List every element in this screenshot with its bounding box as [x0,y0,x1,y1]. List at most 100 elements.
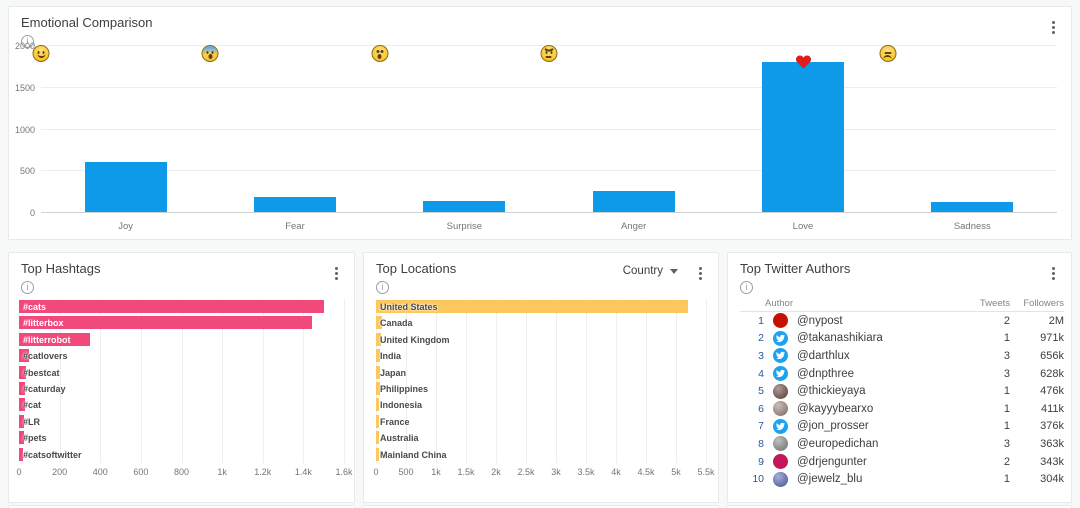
emotion-bar[interactable] [761,61,844,212]
gridline [41,212,1057,213]
author-row[interactable]: 5 @thickieyaya 1 476k [740,382,1064,400]
author-handle[interactable]: @darthlux [797,349,850,362]
bar[interactable] [376,414,379,428]
country-filter-dropdown[interactable]: Country [623,265,678,277]
gridline [41,86,1057,88]
emotion-bar[interactable] [423,201,506,212]
author-handle[interactable]: @jewelz_blu [797,473,863,486]
bar[interactable] [376,332,382,346]
bar[interactable] [19,398,25,412]
emotion-bar[interactable] [592,191,675,212]
info-icon[interactable]: i [21,281,34,294]
bar[interactable] [19,300,324,313]
gridline [466,299,467,463]
gridline [303,299,305,463]
panel-title: Top Twitter Authors [740,261,851,276]
bar[interactable] [19,447,24,461]
bar[interactable] [376,365,381,379]
twitter-bird-avatar [773,418,788,434]
gridline [41,128,1057,130]
author-followers-count: 363k [1040,437,1064,450]
x-axis-tick-label: 400 [92,467,108,477]
author-row[interactable]: 6 @kayyybearxo 1 411k [740,400,1064,418]
author-row[interactable]: 7 @jon_prosser 1 376k [740,418,1064,436]
x-axis-tick-label: 5.5k [697,467,715,477]
kebab-menu-icon[interactable] [1047,19,1059,35]
emotion-bar[interactable] [931,201,1014,212]
fearful-face-icon [201,45,219,62]
bar[interactable] [376,316,382,330]
kebab-menu-icon[interactable] [694,265,706,281]
bar-row: Japan [376,365,706,381]
bar-label: #catsoftwitter [23,449,82,460]
kebab-menu-icon[interactable] [330,265,342,281]
bar[interactable] [19,316,312,330]
author-tweets-count: 1 [1003,332,1010,345]
gridline [616,299,617,463]
twitter-bird-avatar [773,330,788,346]
bar[interactable] [376,398,380,412]
author-row[interactable]: 2 @takanashikiara 1 971k [740,330,1064,348]
emotion-bar[interactable] [253,196,336,212]
author-rank: 10 [752,473,764,486]
author-row[interactable]: 1 @nypost 2 2M [740,312,1064,330]
bar[interactable] [19,414,25,428]
column-header-author: Author [765,297,793,309]
author-row[interactable]: 4 @dnpthree 3 628k [740,365,1064,383]
locations-bar-chart: 0 500 1k 1.5k 2k 2.5k 3k 3.5k 4k 4.5k 5k 5.5k United… [373,299,715,477]
bar-column [718,45,887,212]
bar[interactable] [19,332,91,346]
bar[interactable] [376,447,379,461]
author-avatar [773,313,788,329]
author-handle[interactable]: @takanashikiara [797,332,883,345]
author-rank: 9 [758,455,764,468]
author-rank: 1 [758,314,764,327]
author-followers-count: 411k [1040,402,1064,415]
author-handle[interactable]: @jon_prosser [797,420,869,433]
author-row[interactable]: 9 @drjengunter 2 343k [740,453,1064,471]
author-row[interactable]: 10 @jewelz_blu 1 304k [740,470,1064,488]
bar-label: #pets [23,433,47,444]
x-axis-tick-label: 1k [217,467,227,477]
column-header-followers: Followers [1023,297,1064,309]
bar[interactable] [376,431,379,445]
bar-label: India [380,351,402,362]
bar[interactable] [19,349,30,363]
author-handle[interactable]: @nypost [797,314,843,327]
author-row[interactable]: 8 @europedichan 3 363k [740,435,1064,453]
author-handle[interactable]: @thickieyaya [797,385,866,398]
y-axis-tick-label: 1500 [14,82,35,93]
emotion-bar[interactable] [84,161,167,212]
author-row[interactable]: 3 @darthlux 3 656k [740,347,1064,365]
author-tweets-count: 1 [1003,402,1010,415]
gridline [556,299,557,463]
bar-label: Japan [380,367,407,378]
info-icon[interactable]: i [376,281,389,294]
info-icon[interactable]: i [740,281,753,294]
bar[interactable] [376,381,380,395]
y-axis-tick-label: 0 [29,208,35,218]
author-handle[interactable]: @dnpthree [797,367,855,380]
bar[interactable] [19,365,27,379]
info-icon[interactable]: i [21,35,34,48]
bar-row: #catlovers [19,348,344,364]
author-handle[interactable]: @drjengunter [797,455,867,468]
kebab-menu-icon[interactable] [1047,265,1059,281]
gridline [41,170,1057,172]
bar[interactable] [19,431,25,445]
category-label: Surprise [446,221,482,232]
bar[interactable] [376,300,688,313]
y-axis-tick-label: 2000 [14,41,35,51]
gridline [526,299,527,463]
bar-row: United States [376,299,706,315]
authors-table: Author Tweets Followers 1 @nypost 2 2M 2 @tak… [740,295,1064,488]
gridline [646,299,647,463]
x-axis-tick-label: 800 [173,467,190,477]
author-handle[interactable]: @europedichan [797,437,879,450]
author-avatar [773,471,788,487]
bar[interactable] [19,381,26,395]
bar[interactable] [376,349,381,363]
x-axis-tick-label: 600 [133,467,149,477]
author-handle[interactable]: @kayyybearxo [797,402,874,415]
x-axis-tick-label: 5k [671,467,681,477]
